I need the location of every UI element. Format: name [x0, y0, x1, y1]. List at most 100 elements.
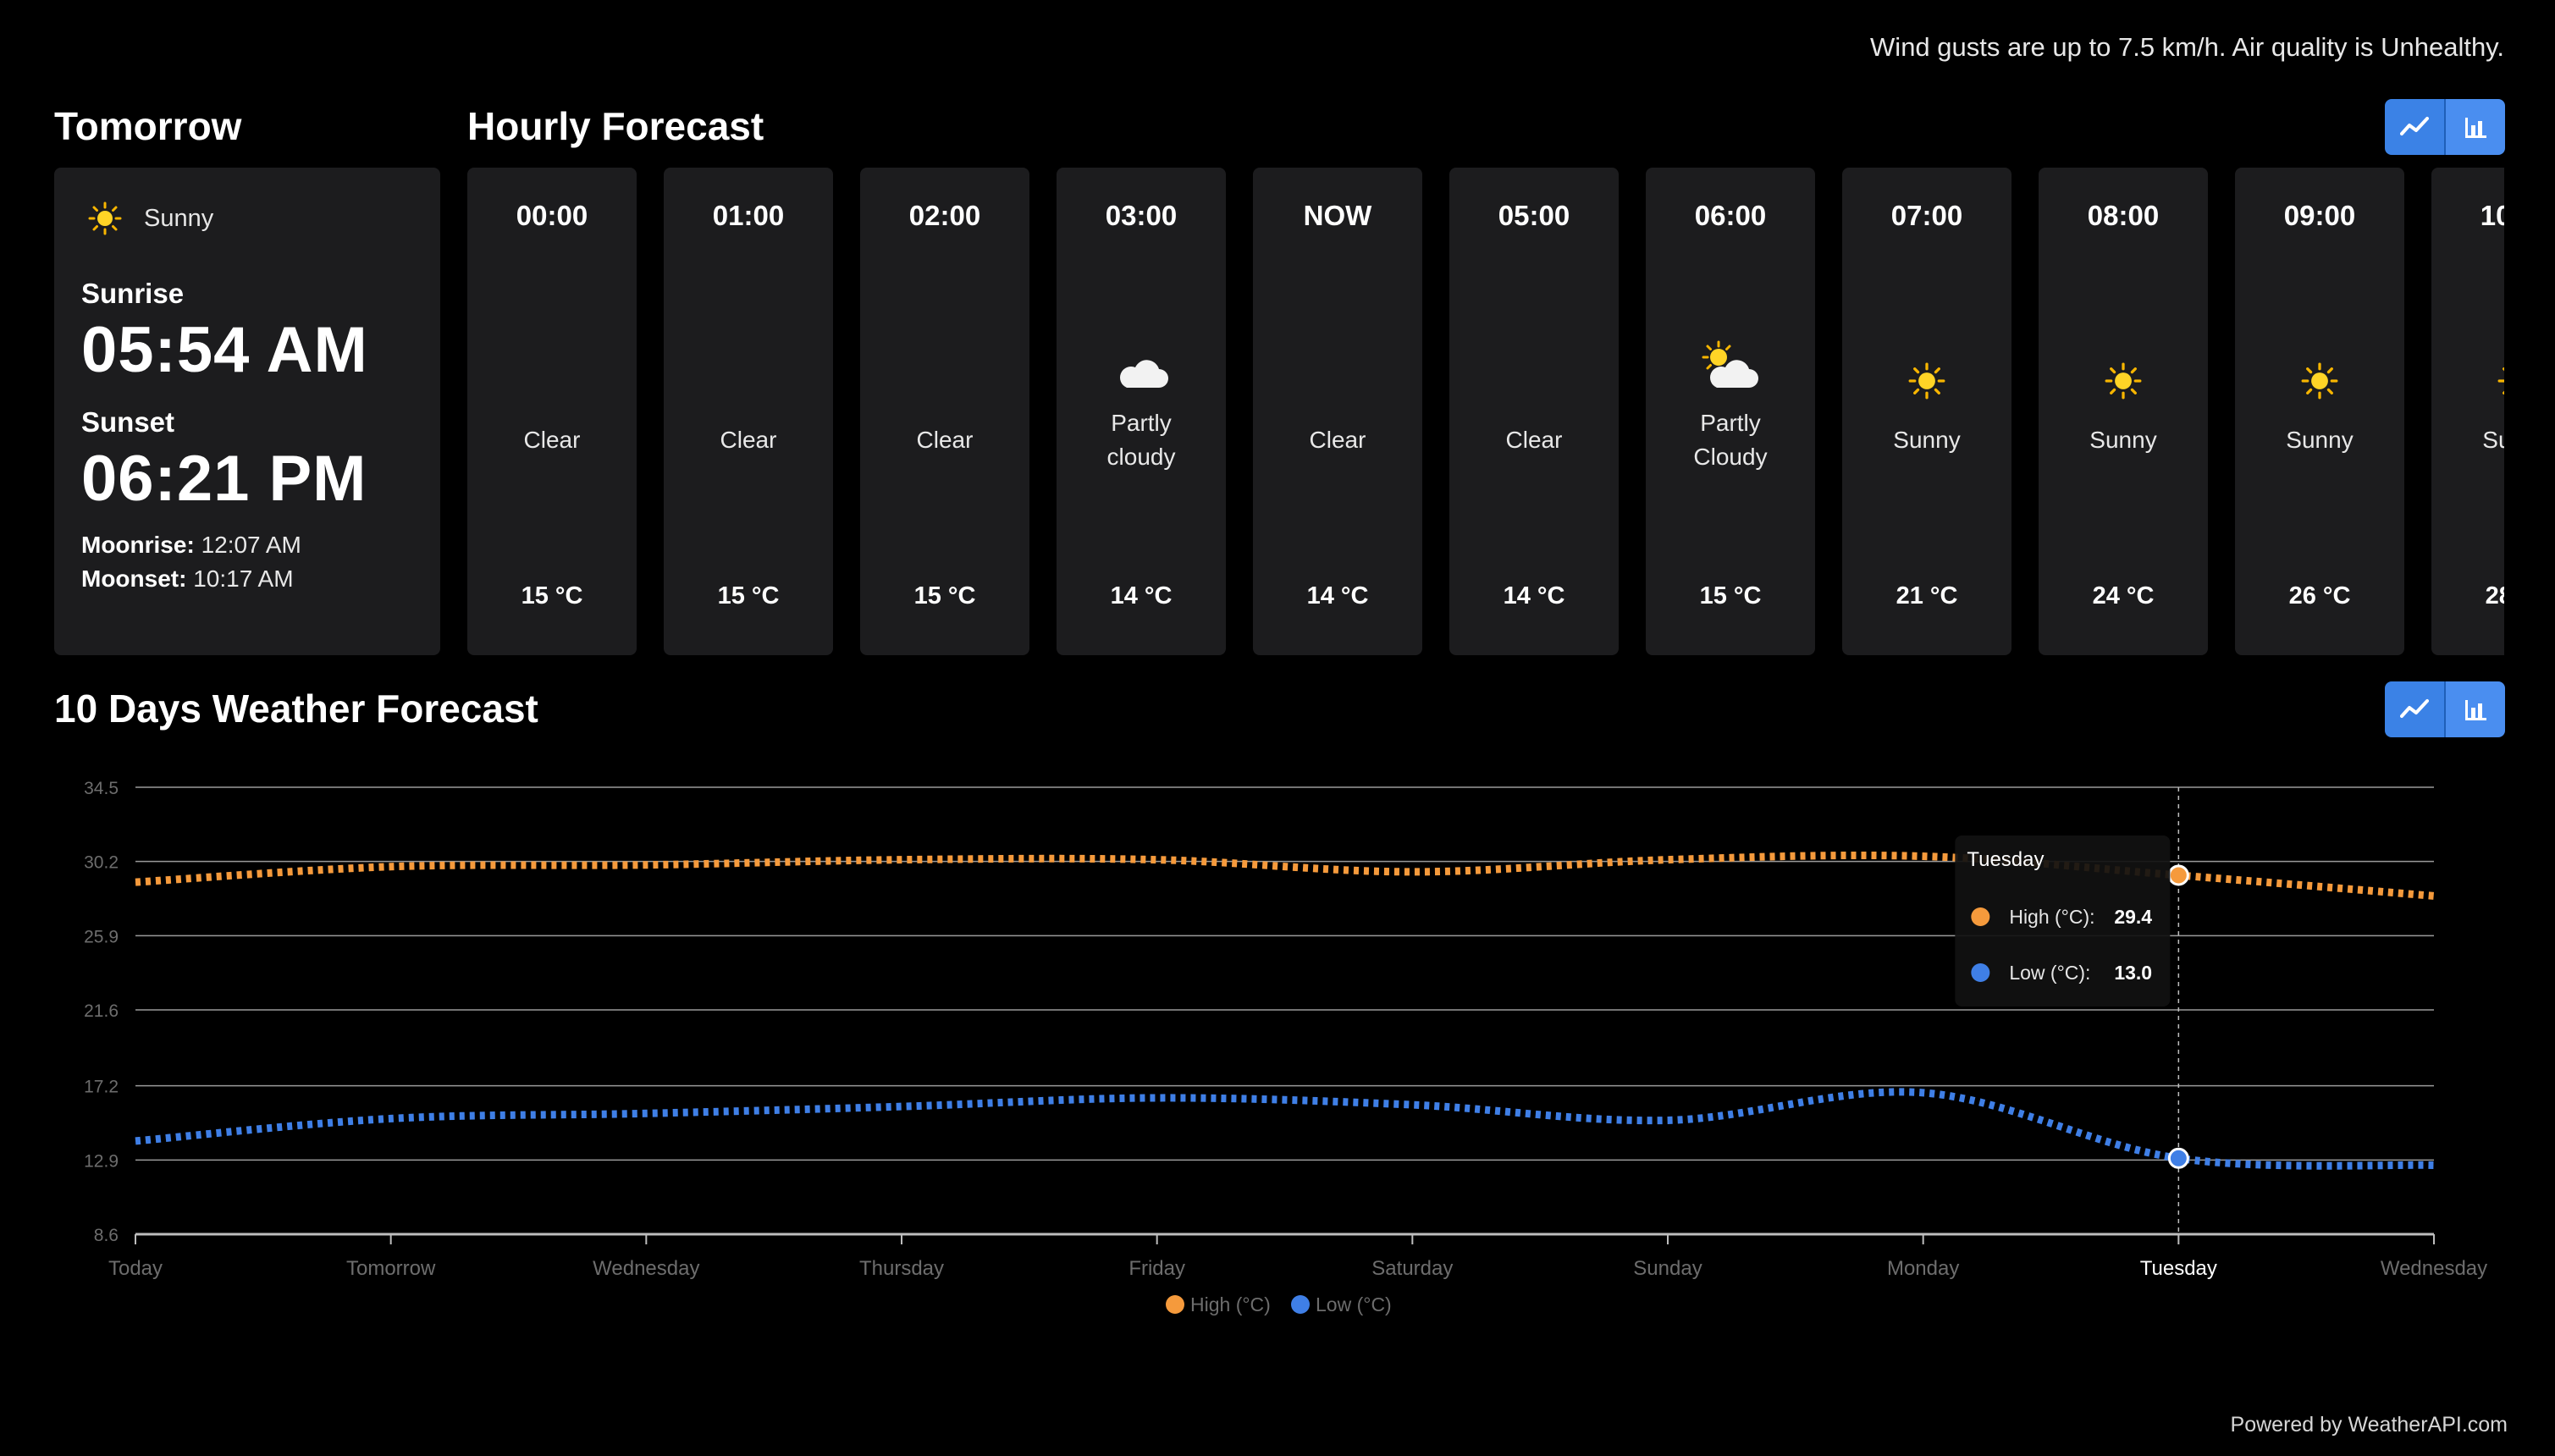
- hourly-condition: Sunny: [2089, 427, 2157, 453]
- hourly-card: 02:00 Clear 15 °C: [860, 168, 1029, 655]
- high-series-line: [135, 851, 2435, 900]
- bar-chart-icon: [2465, 700, 2486, 720]
- tooltip-row-label: Low (°C):: [2009, 962, 2090, 984]
- moon-icon: [664, 356, 833, 406]
- sunset-time: 06:21 PM: [81, 443, 367, 515]
- tomorrow-card: Sunny Sunrise 05:54 AM Sunset 06:21 PM M…: [54, 168, 440, 655]
- hourly-time: 05:00: [1498, 200, 1570, 231]
- hourly-time: 08:00: [2087, 200, 2160, 231]
- y-tick-label: 25.9: [84, 927, 119, 946]
- y-tick-label: 34.5: [84, 779, 119, 798]
- sunrise-label: Sunrise: [81, 278, 185, 309]
- hourly-temperature: 28 °C: [2485, 582, 2504, 609]
- hourly-card: 01:00 Clear 15 °C: [664, 168, 833, 655]
- bar-chart-button[interactable]: [2444, 99, 2505, 155]
- hourly-condition: Partly Cloudy: [1693, 410, 1768, 470]
- forecast-title: 10 Days Weather Forecast: [54, 687, 538, 731]
- x-tick-label: Monday: [1887, 1257, 1959, 1280]
- y-tick-label: 17.2: [84, 1078, 119, 1097]
- moon-icon: [1253, 356, 1422, 406]
- forecast-chart-svg: 34.5 30.2 25.9 21.6 17.2 12.9 8.6 Today Tomorrow…: [84, 779, 2487, 1315]
- tooltip-high-swatch: [1971, 907, 1990, 926]
- hourly-temperature: 15 °C: [521, 582, 583, 609]
- hourly-card: 10:00 Sunny 28 °C: [2431, 168, 2504, 655]
- hourly-temperature: 14 °C: [1306, 582, 1369, 609]
- hourly-time: 07:00: [1890, 200, 1963, 231]
- moonrise-row: Moonrise: 12:07 AM: [81, 532, 301, 558]
- hourly-card: 07:00 Sunny 21 °C: [1842, 168, 2011, 655]
- hourly-time: 00:00: [516, 200, 588, 231]
- legend-high-swatch: [1166, 1295, 1184, 1314]
- hourly-temperature: 15 °C: [1699, 582, 1762, 609]
- hourly-card: 05:00 Clear 14 °C: [1449, 168, 1619, 655]
- sun-icon: [88, 201, 122, 235]
- bar-chart-icon: [2465, 118, 2486, 138]
- tooltip-row-value: 29.4: [2114, 906, 2152, 928]
- sunset-label: Sunset: [81, 406, 175, 438]
- line-chart-button[interactable]: [2385, 681, 2444, 737]
- y-tick-label: 21.6: [84, 1001, 119, 1021]
- y-tick-label: 12.9: [84, 1151, 119, 1171]
- hourly-time: 09:00: [2283, 200, 2356, 231]
- legend-low-label: Low (°C): [1316, 1293, 1392, 1315]
- hourly-card: 00:00 Clear 15 °C: [467, 168, 637, 655]
- hourly-temperature: 21 °C: [1896, 582, 1958, 609]
- hourly-card: 03:00 Partly cloudy 14 °C: [1057, 168, 1226, 655]
- hourly-time: 02:00: [908, 200, 981, 231]
- tooltip-box: [1955, 836, 2171, 1007]
- sun-cloud-icon: [1646, 337, 1815, 396]
- bar-chart-button[interactable]: [2444, 681, 2505, 737]
- hourly-condition: Clear: [916, 427, 974, 453]
- tooltip-low-swatch: [1971, 963, 1990, 982]
- sun-icon: [2039, 356, 2208, 406]
- hourly-temperature: 14 °C: [1503, 582, 1565, 609]
- x-tick-label: Friday: [1129, 1257, 1185, 1280]
- hourly-condition: Clear: [523, 427, 581, 453]
- moon-cloud-icon: [1057, 337, 1226, 396]
- hourly-forecast-strip[interactable]: 00:00 Clear 15 °C 01:00 Clear 15 °C 02:00 Clear…: [467, 168, 2504, 655]
- tooltip-title: Tuesday: [1967, 848, 2044, 871]
- sun-icon: [2431, 356, 2504, 406]
- hourly-card: NOW Clear 14 °C: [1253, 168, 1422, 655]
- hourly-time: 01:00: [712, 200, 785, 231]
- sun-icon: [2235, 356, 2404, 406]
- moonset-row: Moonset: 10:17 AM: [81, 565, 294, 592]
- x-tick-label: Wednesday: [593, 1257, 699, 1280]
- hourly-condition: Clear: [720, 427, 777, 453]
- hourly-temperature: 15 °C: [717, 582, 780, 609]
- hourly-time: NOW: [1303, 200, 1372, 231]
- hourly-condition: Sunny: [1893, 427, 1961, 453]
- hourly-condition: Sunny: [2286, 427, 2354, 453]
- y-tick-label: 30.2: [84, 853, 119, 873]
- tomorrow-title: Tomorrow: [54, 104, 242, 148]
- hourly-temperature: 14 °C: [1110, 582, 1173, 609]
- hourly-time: 03:00: [1105, 200, 1178, 231]
- legend-high-label: High (°C): [1190, 1293, 1271, 1315]
- x-tick-label: Today: [108, 1257, 163, 1280]
- hourly-view-toggle: [2385, 99, 2505, 155]
- hourly-temperature: 24 °C: [2092, 582, 2155, 609]
- line-chart-button[interactable]: [2385, 99, 2444, 155]
- forecast-chart[interactable]: 34.5 30.2 25.9 21.6 17.2 12.9 8.6 Today Tomorrow…: [0, 745, 2555, 1354]
- high-data-point: [2167, 864, 2189, 886]
- hourly-condition: Sunny: [2482, 427, 2504, 453]
- low-data-point: [2167, 1147, 2189, 1169]
- hourly-forecast-title: Hourly Forecast: [467, 104, 764, 148]
- hourly-card: 06:00 Partly Cloudy 15 °C: [1646, 168, 1815, 655]
- y-tick-label: 8.6: [94, 1226, 119, 1245]
- sun-icon: [1842, 356, 2011, 406]
- tomorrow-condition: Sunny: [88, 201, 213, 235]
- hourly-card: 09:00 Sunny 26 °C: [2235, 168, 2404, 655]
- hourly-time: 10:00: [2480, 200, 2504, 231]
- tomorrow-condition-label: Sunny: [144, 204, 214, 232]
- hourly-condition: Partly cloudy: [1106, 410, 1176, 470]
- x-tick-label: Wednesday: [2381, 1257, 2487, 1280]
- hourly-temperature: 26 °C: [2288, 582, 2351, 609]
- tooltip-row-value: 13.0: [2114, 962, 2152, 984]
- tooltip-row-label: High (°C):: [2009, 906, 2094, 928]
- hourly-temperature: 15 °C: [913, 582, 976, 609]
- x-tick-label: Thursday: [859, 1257, 944, 1280]
- x-tick-label: Tomorrow: [346, 1257, 436, 1280]
- line-chart-icon: [2400, 699, 2429, 718]
- hourly-card: 08:00 Sunny 24 °C: [2039, 168, 2208, 655]
